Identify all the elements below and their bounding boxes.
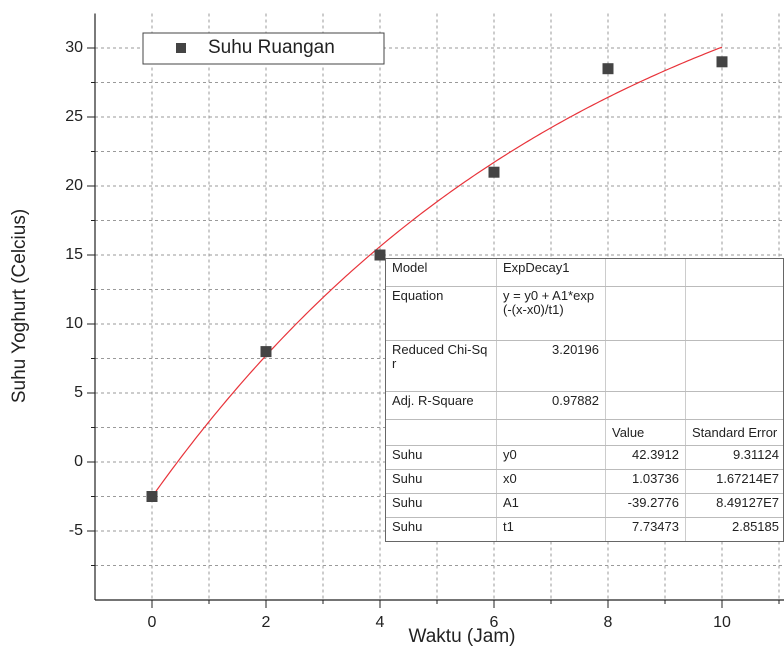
table-row: Suhu x0 1.03736 1.67214E7 — [386, 469, 783, 493]
table-cell: 1.67214E7 — [685, 470, 784, 493]
table-cell: 9.31124 — [685, 446, 784, 469]
data-point — [716, 56, 728, 68]
y-axis-title: Suhu Yoghurt (Celcius) — [9, 209, 30, 403]
legend-marker — [176, 43, 186, 53]
table-cell: Standard Error — [685, 420, 784, 445]
y-tick-label: 5 — [74, 384, 83, 401]
table-cell — [685, 287, 784, 340]
table-cell: A1 — [496, 494, 605, 517]
table-cell: 1.03736 — [605, 470, 685, 493]
table-cell — [605, 392, 685, 419]
table-cell: Equation — [392, 288, 444, 303]
table-row: Equation y = y0 + A1*exp(-(x-x0)/t1) — [386, 286, 783, 340]
y-tick-label: 30 — [65, 39, 83, 56]
table-cell: Suhu — [392, 447, 423, 462]
table-cell: 42.3912 — [605, 446, 685, 469]
data-point — [488, 166, 500, 178]
x-tick-label: 10 — [713, 614, 731, 631]
table-cell: y = y0 + A1*exp(-(x-x0)/t1) — [496, 287, 605, 340]
data-point — [602, 63, 614, 75]
table-cell — [605, 287, 685, 340]
table-cell — [386, 420, 496, 445]
table-cell: 8.49127E7 — [685, 494, 784, 517]
table-cell — [496, 420, 605, 445]
table-cell — [685, 392, 784, 419]
table-cell: Reduced Chi-Sqr — [392, 342, 488, 371]
data-point — [146, 491, 158, 502]
x-tick-label: 6 — [490, 614, 499, 631]
table-cell: Suhu — [392, 519, 423, 534]
table-cell: 7.73473 — [605, 518, 685, 541]
table-cell — [685, 259, 784, 286]
data-point — [374, 249, 386, 261]
y-tick-label: 10 — [65, 315, 83, 332]
y-tick-label: 15 — [65, 246, 83, 263]
table-row: Suhu y0 42.3912 9.31124 — [386, 445, 783, 469]
table-cell: -39.2776 — [605, 494, 685, 517]
table-cell: Model — [392, 260, 428, 275]
table-cell: ExpDecay1 — [496, 259, 605, 286]
table-row: Suhu A1 -39.2776 8.49127E7 — [386, 493, 783, 517]
x-tick-label: 8 — [604, 614, 613, 631]
table-cell — [605, 341, 685, 391]
table-cell: x0 — [496, 470, 605, 493]
table-cell: Adj. R-Square — [392, 393, 474, 408]
table-cell — [685, 341, 784, 391]
table-cell: 0.97882 — [496, 392, 605, 419]
table-cell: Suhu — [392, 471, 423, 486]
table-cell: t1 — [496, 518, 605, 541]
table-cell: y0 — [496, 446, 605, 469]
y-tick-label: -5 — [69, 522, 83, 539]
table-cell: 3.20196 — [496, 341, 605, 391]
table-cell: 2.85185 — [685, 518, 784, 541]
x-tick-label: 0 — [148, 614, 157, 631]
x-tick-label: 2 — [262, 614, 271, 631]
x-tick-label: 4 — [376, 614, 385, 631]
y-tick-label: 20 — [65, 177, 83, 194]
table-cell: Value — [605, 420, 685, 445]
fit-table: Model ExpDecay1 Equation y = y0 + A1*exp(-(… — [385, 258, 784, 542]
table-row: Suhu t1 7.73473 2.85185 — [386, 517, 783, 541]
table-row: Reduced Chi-Sqr 3.20196 — [386, 340, 783, 391]
y-tick-label: 25 — [65, 108, 83, 125]
x-axis-title: Waktu (Jam) — [409, 626, 516, 647]
table-row: Value Standard Error — [386, 419, 783, 445]
table-cell: Suhu — [392, 495, 423, 510]
fit-curve — [151, 46, 723, 498]
y-tick-label: 0 — [74, 453, 83, 470]
data-point — [260, 346, 272, 358]
legend-label: Suhu Ruangan — [208, 37, 335, 58]
table-row: Adj. R-Square 0.97882 — [386, 391, 783, 419]
table-cell — [605, 259, 685, 286]
table-row: Model ExpDecay1 — [386, 259, 783, 286]
